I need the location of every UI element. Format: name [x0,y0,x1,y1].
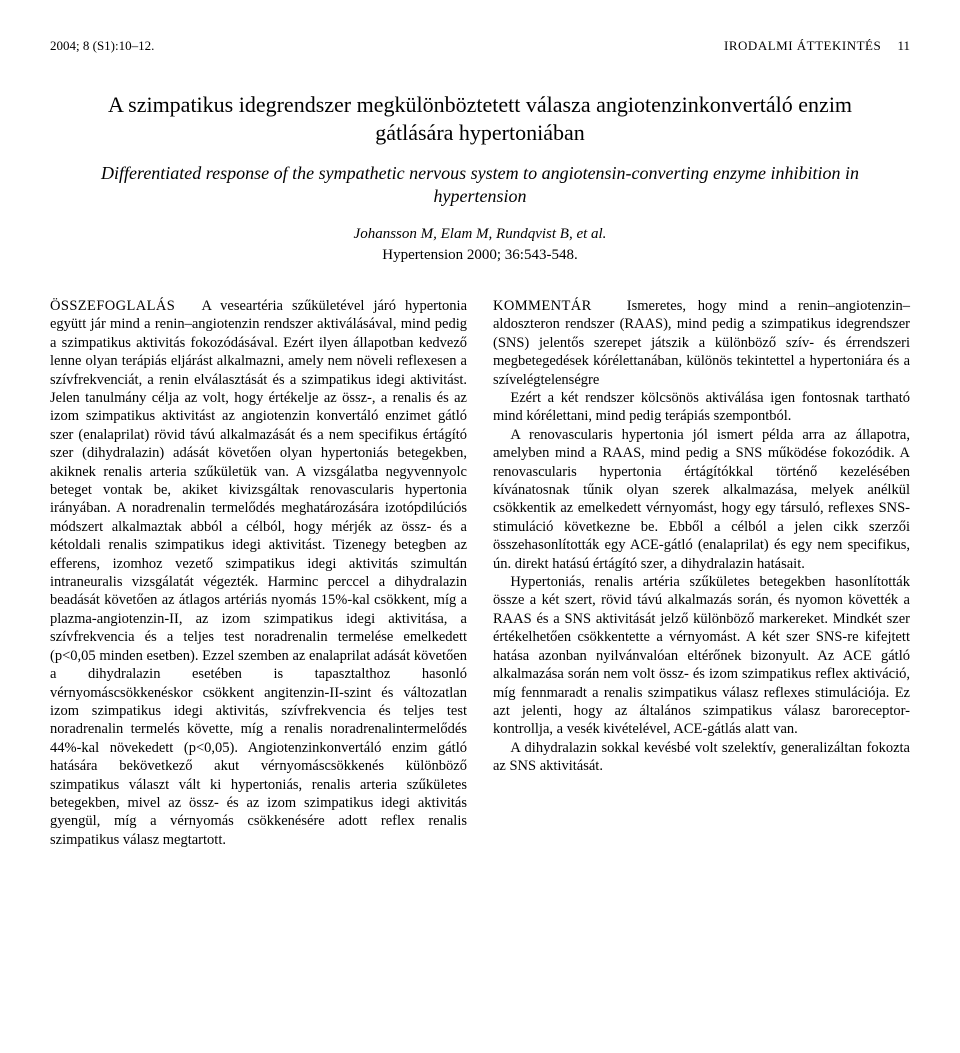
commentary-p5: A dihydralazin sokkal kevésbé volt szele… [493,739,910,776]
commentary-p4: Hypertoniás, renalis artéria szűkületes … [493,573,910,739]
running-header: 2004; 8 (S1):10–12. IRODALMI ÁTTEKINTÉS … [50,38,910,55]
two-column-body: ÖSSZEFOGLALÁS A veseartéria szűkületével… [50,297,910,849]
article-title: A szimpatikus idegrendszer megkülönbözte… [50,91,910,148]
citation: Hypertension 2000; 36:543-548. [50,246,910,265]
right-column: KOMMENTÁR Ismeretes, hogy mind a renin–a… [493,297,910,849]
commentary-p3: A renovascularis hypertonia jól ismert p… [493,426,910,573]
abstract-label: ÖSSZEFOGLALÁS [50,298,175,314]
abstract-text: A veseartéria szűkületével járó hyperton… [50,298,467,848]
commentary-p2: Ezért a két rendszer kölcsönös aktiválás… [493,389,910,426]
article-subtitle: Differentiated response of the sympathet… [50,162,910,209]
section-name: IRODALMI ÁTTEKINTÉS [724,38,881,53]
page-number: 11 [897,38,910,53]
commentary-p1: KOMMENTÁR Ismeretes, hogy mind a renin–a… [493,297,910,389]
authors: Johansson M, Elam M, Rundqvist B, et al. [50,225,910,244]
title-block: A szimpatikus idegrendszer megkülönbözte… [50,91,910,265]
header-right: IRODALMI ÁTTEKINTÉS 11 [724,38,910,55]
abstract-paragraph: ÖSSZEFOGLALÁS A veseartéria szűkületével… [50,297,467,849]
left-column: ÖSSZEFOGLALÁS A veseartéria szűkületével… [50,297,467,849]
header-left: 2004; 8 (S1):10–12. [50,38,154,55]
commentary-label: KOMMENTÁR [493,298,592,314]
